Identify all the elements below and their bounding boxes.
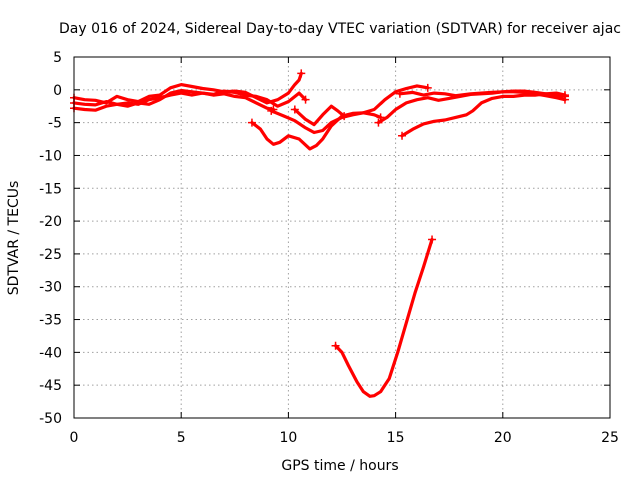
plot-area-frame bbox=[73, 56, 611, 419]
y-tick-label: -30 bbox=[39, 280, 62, 296]
data-point-marker bbox=[340, 112, 349, 121]
series-track-1 bbox=[72, 71, 303, 105]
series-track-3 bbox=[72, 88, 275, 112]
data-point-marker bbox=[267, 106, 276, 115]
series-track-6 bbox=[293, 104, 346, 127]
x-axis-label: GPS time / hours bbox=[281, 458, 398, 474]
y-tick-label: -50 bbox=[39, 411, 62, 427]
chart-title: Day 016 of 2024, Sidereal Day-to-day VTE… bbox=[59, 21, 621, 37]
data-point-marker bbox=[247, 118, 256, 127]
data-point-marker bbox=[297, 69, 306, 78]
data-point-marker bbox=[428, 235, 437, 244]
x-tick-label: 20 bbox=[494, 430, 512, 446]
y-tick-label: 0 bbox=[53, 83, 62, 99]
x-tick-label: 5 bbox=[177, 430, 186, 446]
series-track-2 bbox=[72, 89, 308, 108]
x-tick-label: 15 bbox=[387, 430, 405, 446]
y-axis-label: SDTVAR / TECUs bbox=[6, 181, 22, 296]
data-point-marker bbox=[560, 91, 569, 100]
x-tick-label: 25 bbox=[601, 430, 619, 446]
data-point-marker bbox=[423, 83, 432, 92]
data-point-marker bbox=[374, 118, 383, 127]
data-point-marker bbox=[331, 341, 340, 350]
x-tick-label: 0 bbox=[70, 430, 79, 446]
data-series bbox=[70, 69, 569, 398]
y-tick-label: -35 bbox=[39, 313, 62, 329]
y-tick-label: -40 bbox=[39, 345, 62, 361]
data-point-marker bbox=[398, 131, 407, 140]
y-tick-label: 5 bbox=[53, 50, 62, 66]
y-tick-label: -20 bbox=[39, 214, 62, 230]
data-point-marker bbox=[301, 95, 310, 104]
y-tick-label: -10 bbox=[39, 148, 62, 164]
y-tick-label: -45 bbox=[39, 378, 62, 394]
y-tick-label: -5 bbox=[48, 116, 62, 132]
grid bbox=[74, 57, 610, 418]
y-tick-label: -25 bbox=[39, 247, 62, 263]
data-point-marker bbox=[290, 105, 299, 114]
x-tick-label: 10 bbox=[279, 430, 297, 446]
data-point-marker bbox=[395, 89, 404, 98]
series-track-9 bbox=[400, 91, 567, 138]
y-tick-label: -15 bbox=[39, 181, 62, 197]
axis-ticks: 0 5 10 15 20 25 5 0 -5 -10 -15 -20 -25 -30 -35 -40 -45 -5… bbox=[39, 50, 619, 446]
series-track-10 bbox=[334, 237, 434, 398]
